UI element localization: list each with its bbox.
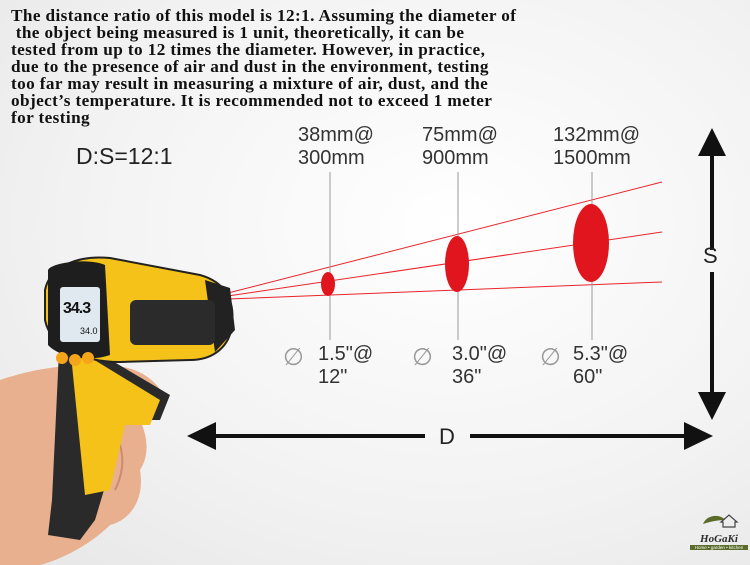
lcd-screen: [60, 287, 100, 342]
thermometer-device: [44, 256, 235, 540]
s-arrow: [698, 128, 726, 420]
s-axis-label: S: [703, 243, 718, 268]
spot-imperial-label: 1.5"@ 12": [318, 343, 374, 388]
spot-imperial-label: 3.0"@ 36": [452, 343, 508, 388]
leaf-house-icon: [703, 514, 739, 528]
d-arrow: [187, 422, 713, 450]
spot-metric-label: 38mm@ 300mm: [298, 124, 374, 169]
description-line: the object being measured is 1 unit, the…: [11, 23, 465, 42]
diameter-icon: ∅: [412, 344, 433, 371]
spot-imperial-label: 5.3"@ 60": [573, 343, 629, 388]
spot-300mm: [321, 272, 335, 296]
spot-metric-label: 132mm@ 1500mm: [553, 124, 640, 169]
lcd-reading: 34.3: [63, 300, 91, 317]
spot-metric-label: 75mm@ 900mm: [422, 124, 498, 169]
description-line: due to the presence of air and dust in t…: [11, 57, 489, 76]
description-text: The distance ratio of this model is 12:1…: [11, 7, 750, 126]
spot-1500mm: [573, 204, 609, 282]
diameter-icon: ∅: [283, 344, 304, 371]
spot-900mm: [445, 236, 469, 292]
description-line: tested from up to 12 times the diameter.…: [11, 40, 486, 59]
description-line: The distance ratio of this model is 12:1…: [11, 6, 517, 25]
label-panel: [130, 300, 215, 345]
brand-logo: HoGaKi Home • garden • kitchen: [690, 512, 748, 550]
laser-top: [227, 181, 663, 294]
d-axis-label: D: [439, 424, 455, 449]
laser-bottom: [227, 281, 663, 300]
description-line: too far may result in measuring a mixtur…: [11, 74, 489, 93]
lcd-secondary: 34.0: [80, 326, 98, 336]
description-line: object’s temperature. It is recommended …: [11, 91, 493, 110]
ratio-label: D:S=12:1: [76, 143, 173, 169]
diameter-icon: ∅: [540, 344, 561, 371]
description-line: for testing: [11, 108, 91, 127]
